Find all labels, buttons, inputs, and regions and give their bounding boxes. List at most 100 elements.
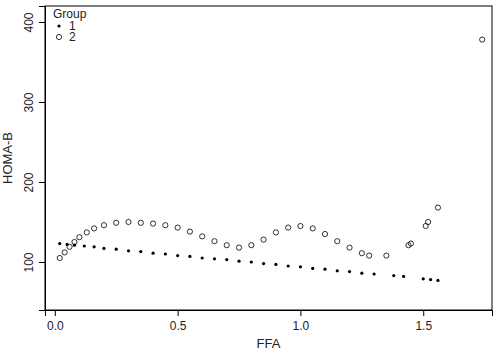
series-0 <box>58 242 439 282</box>
point <box>150 221 155 226</box>
legend-symbol <box>57 24 60 27</box>
point <box>213 257 216 260</box>
x-tick: 1.5 <box>415 310 432 333</box>
point <box>322 231 327 236</box>
point <box>175 225 180 230</box>
point <box>224 243 229 248</box>
point <box>336 269 339 272</box>
y-tick: 300 <box>22 92 45 112</box>
point <box>72 239 77 244</box>
point <box>392 274 395 277</box>
point <box>360 272 363 275</box>
point <box>408 241 413 246</box>
point <box>286 225 291 230</box>
point <box>373 272 376 275</box>
y-tick-label: 400 <box>22 12 36 32</box>
point <box>335 239 340 244</box>
point <box>298 223 303 228</box>
point <box>422 277 425 280</box>
legend-label: 2 <box>69 30 76 44</box>
x-tick-mark <box>178 310 179 316</box>
y-axis: 100 200 300 400 <box>22 7 46 311</box>
point <box>367 253 372 258</box>
point <box>114 220 119 225</box>
point <box>435 205 440 210</box>
point <box>347 245 352 250</box>
point <box>402 275 405 278</box>
y-tick: 400 <box>22 12 45 32</box>
x-tick-label: 1.0 <box>293 319 310 333</box>
point <box>274 263 277 266</box>
point <box>310 226 315 231</box>
x-tick-mark <box>55 310 56 316</box>
x-tick: 1.0 <box>293 310 310 333</box>
plot-frame <box>45 6 492 310</box>
legend-symbol <box>56 34 61 39</box>
point <box>480 37 485 42</box>
point <box>273 230 278 235</box>
y-tick-label: 200 <box>22 172 36 192</box>
y-tick-mark <box>39 262 45 263</box>
point <box>426 219 431 224</box>
point <box>115 248 118 251</box>
x-axis: 0.0 0.5 1.0 1.5 <box>46 310 493 333</box>
point <box>299 265 302 268</box>
point <box>212 239 217 244</box>
point <box>163 223 168 228</box>
point <box>287 264 290 267</box>
x-tick-mark <box>423 310 424 316</box>
point <box>164 252 167 255</box>
x-axis-line <box>46 311 493 317</box>
point <box>62 250 67 255</box>
y-axis-title: HOMA-B <box>0 132 15 184</box>
point <box>348 270 351 273</box>
y-tick-mark <box>39 182 45 183</box>
y-tick: 200 <box>22 172 45 192</box>
point <box>92 226 97 231</box>
x-tick: 0.0 <box>47 310 64 333</box>
point <box>429 278 432 281</box>
point <box>151 252 154 255</box>
point <box>188 255 191 258</box>
point <box>176 254 179 257</box>
point <box>384 253 389 258</box>
point <box>436 279 439 282</box>
y-tick-mark <box>39 102 45 103</box>
point <box>187 229 192 234</box>
point <box>359 251 364 256</box>
series-1 <box>57 37 485 261</box>
point <box>323 268 326 271</box>
point <box>139 250 142 253</box>
x-tick-mark <box>300 310 301 316</box>
x-tick-label: 1.5 <box>415 319 432 333</box>
point <box>77 235 82 240</box>
legend: Group12 <box>53 7 87 44</box>
point <box>58 242 61 245</box>
point <box>84 230 89 235</box>
point <box>249 243 254 248</box>
y-tick-label: 300 <box>22 92 36 112</box>
point <box>311 267 314 270</box>
point <box>57 255 62 260</box>
point <box>93 245 96 248</box>
y-axis-line <box>39 7 46 311</box>
point <box>236 245 241 250</box>
y-tick-label: 100 <box>22 252 36 272</box>
y-tick: 100 <box>22 252 45 272</box>
x-axis-title: FFA <box>257 336 281 351</box>
point <box>200 234 205 239</box>
point <box>225 258 228 261</box>
point <box>138 220 143 225</box>
points <box>57 37 485 282</box>
point <box>261 237 266 242</box>
point <box>262 262 265 265</box>
x-tick: 0.5 <box>170 310 187 333</box>
y-tick-mark <box>39 22 45 23</box>
point <box>237 260 240 263</box>
x-tick-label: 0.5 <box>170 319 187 333</box>
point <box>67 244 72 249</box>
point <box>126 219 131 224</box>
point <box>127 249 130 252</box>
point <box>101 223 106 228</box>
point <box>83 244 86 247</box>
